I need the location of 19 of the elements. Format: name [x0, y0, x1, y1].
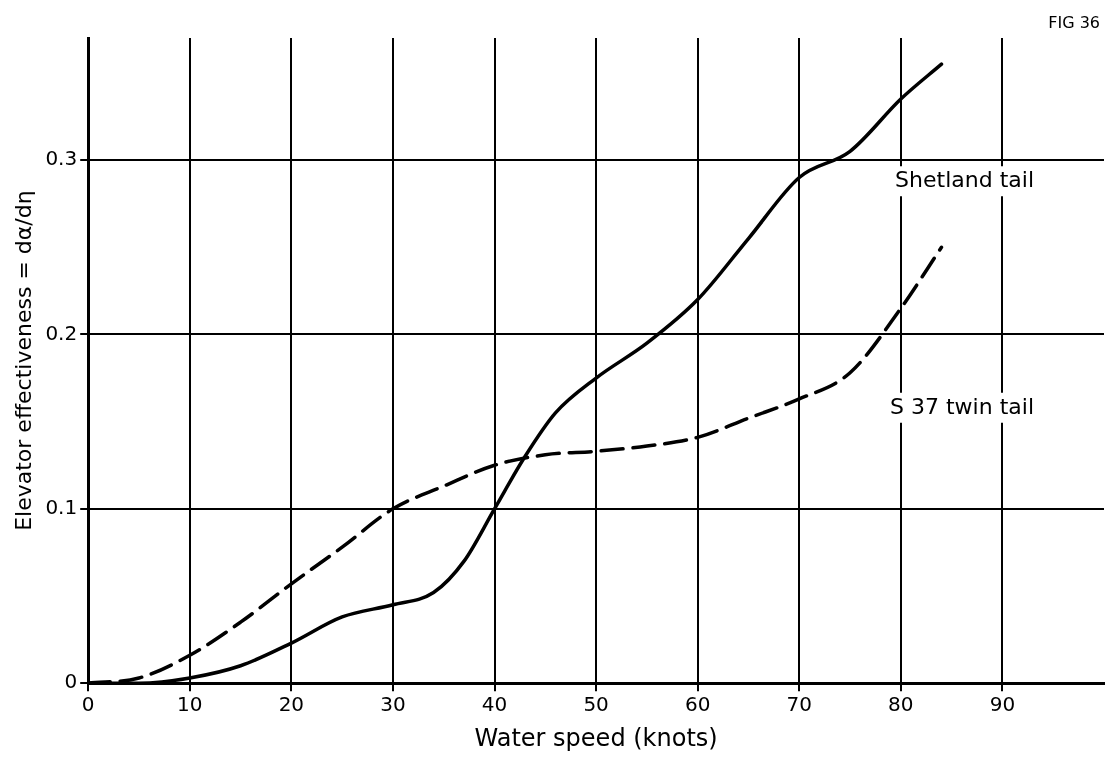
x-tick-label: 20	[278, 692, 305, 717]
x-tick-label: 10	[177, 692, 203, 717]
series-label: Shetland tail	[895, 167, 1034, 193]
caption: FIG 36	[1048, 13, 1100, 33]
x-tick-label: 70	[786, 692, 812, 717]
x-tick-label: 60	[684, 692, 711, 717]
series-label: S 37 twin tail	[890, 393, 1034, 419]
x-tick-label: 50	[583, 692, 609, 717]
x-axis-title: Water speed (knots)	[474, 723, 718, 752]
x-tick-label: 80	[888, 692, 914, 717]
y-tick-label: 0	[64, 669, 78, 694]
y-axis-title: Elevator effectiveness = dα/dη	[10, 190, 36, 531]
y-tick-label: 0.1	[45, 495, 78, 520]
y-tick-label: 0.2	[45, 320, 78, 345]
x-tick-label: 40	[481, 692, 508, 717]
y-tick-label: 0.3	[45, 146, 78, 171]
x-tick-label: 0	[81, 692, 95, 717]
x-tick-label: 30	[380, 692, 406, 717]
x-tick-label: 90	[989, 692, 1016, 717]
